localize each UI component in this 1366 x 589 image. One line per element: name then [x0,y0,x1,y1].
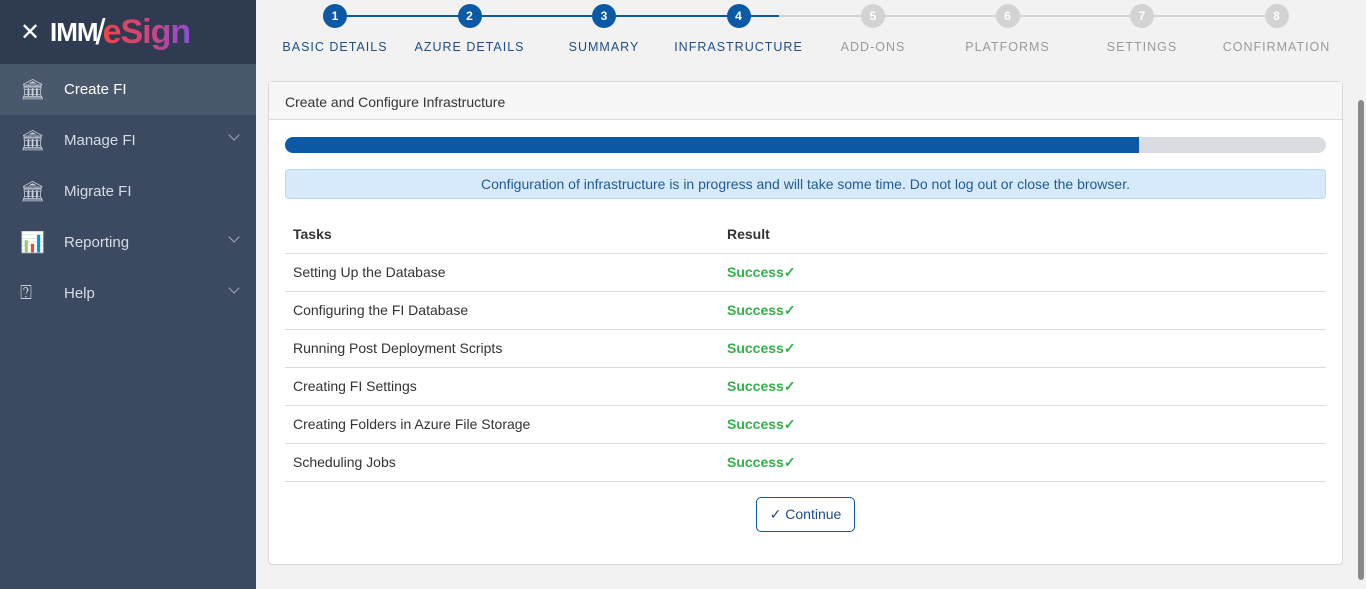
progress-fill [285,137,1139,153]
logo-bar: ✕ IMM / eSign [0,0,256,64]
step-number: 1 [323,4,347,28]
bar-chart-icon: 📊 [20,232,45,254]
step-connector [1142,15,1277,17]
sidebar-item-label: Reporting [64,234,130,251]
step-7[interactable]: 7 SETTINGS [1075,4,1209,54]
check-icon: ✓ [783,377,796,394]
step-connector [1007,15,1142,17]
step-label: SUMMARY [568,40,640,54]
check-icon: ✓ [783,415,796,432]
table-row: Creating Folders in Azure File Storage Su… [285,404,1326,443]
step-label: ADD-ONS [840,40,906,54]
step-number: 3 [592,4,616,28]
info-alert: Configuration of infrastructure is in pr… [285,169,1326,199]
step-number: 7 [1130,4,1154,28]
sidebar: ✕ IMM / eSign 🏛 Create FI 🏛 Manage FI 🏛 Migrate… [0,0,256,589]
chevron-down-icon[interactable] [228,129,240,141]
step-label: BASIC DETAILS [282,40,388,54]
step-connector [469,15,604,17]
step-number: 4 [726,4,751,28]
table-row: Setting Up the Database Success✓ [285,252,1326,291]
task-result: Success✓ [719,290,1326,329]
task-name: Creating Folders in Azure File Storage [285,404,719,443]
table-row: Scheduling Jobs Success✓ [285,442,1326,482]
check-icon: ✓ [783,301,796,318]
check-icon: ✓ [783,339,796,356]
sidebar-item-label: Migrate FI [64,183,132,200]
step-4[interactable]: 4 INFRASTRUCTURE [672,4,806,54]
check-icon: ✓ [783,453,796,470]
table-row: Running Post Deployment Scripts Success✓ [285,328,1326,367]
task-result: Success✓ [719,252,1326,291]
main-content: 1 BASIC DETAILS 2 AZURE DETAILS 3 SUMMARY 4 INF… [256,0,1356,589]
scrollbar-thumb[interactable] [1358,100,1364,580]
column-header-result: Result [727,225,770,242]
column-header-tasks: Tasks [293,225,332,242]
step-number: 2 [457,4,482,28]
progress-bar [285,137,1326,153]
sidebar-item-manage-fi[interactable]: 🏛 Manage FI [0,115,256,166]
step-connector [604,15,739,17]
chevron-down-icon[interactable] [228,282,240,294]
step-number: 8 [1264,4,1289,28]
step-label: INFRASTRUCTURE [674,40,803,54]
sidebar-item-label: Help [64,285,95,302]
sidebar-item-migrate-fi[interactable]: 🏛 Migrate FI [0,166,256,217]
step-3[interactable]: 3 SUMMARY [537,4,671,54]
task-name: Configuring the FI Database [285,290,719,329]
sidebar-item-help[interactable]: ⍰ Help [0,268,256,319]
scrollbar[interactable] [1356,0,1366,589]
table-row: Configuring the FI Database Success✓ [285,290,1326,329]
close-menu-icon[interactable]: ✕ [20,18,41,46]
bank-gear-icon: 🏛 [20,130,46,152]
logo: IMM / eSign [50,11,191,52]
sidebar-item-create-fi[interactable]: 🏛 Create FI [0,64,256,115]
chevron-down-icon[interactable] [228,231,240,243]
continue-button[interactable]: ✓ Continue [756,497,855,532]
step-label: SETTINGS [1106,40,1178,54]
help-bubble-icon: ⍰ [20,282,32,304]
step-number: 6 [995,4,1020,28]
task-name: Setting Up the Database [285,252,719,291]
step-label: PLATFORMS [965,40,1050,54]
tasks-table: Tasks Result Setting Up the Database Succ… [285,215,1326,482]
sidebar-item-reporting[interactable]: 📊 Reporting [0,217,256,268]
table-row: Creating FI Settings Success✓ [285,366,1326,405]
step-1[interactable]: 1 BASIC DETAILS [268,4,402,54]
check-icon: ✓ [783,263,796,280]
task-name: Creating FI Settings [285,366,719,405]
step-connector [873,15,1008,17]
step-5[interactable]: 5 ADD-ONS [806,4,940,54]
task-result: Success✓ [719,328,1326,367]
task-result: Success✓ [719,442,1326,482]
sidebar-item-label: Manage FI [64,132,136,149]
task-result: Success✓ [719,404,1326,443]
step-8[interactable]: 8 CONFIRMATION [1210,4,1344,54]
check-icon: ✓ [769,506,782,522]
bank-arrow-icon: 🏛 [20,181,46,203]
card-title: Create and Configure Infrastructure [269,82,1342,120]
task-name: Scheduling Jobs [285,442,719,482]
step-label: AZURE DETAILS [414,40,525,54]
step-connector [738,15,873,17]
bank-plus-icon: 🏛 [20,79,46,101]
task-name: Running Post Deployment Scripts [285,328,719,367]
step-connector [335,15,470,17]
step-number: 5 [861,4,885,28]
step-2[interactable]: 2 AZURE DETAILS [403,4,537,54]
step-label: CONFIRMATION [1222,40,1331,54]
stepper: 1 BASIC DETAILS 2 AZURE DETAILS 3 SUMMARY 4 INF… [268,4,1343,64]
sidebar-item-label: Create FI [64,81,127,98]
infrastructure-card: Create and Configure Infrastructure Conf… [268,81,1343,565]
task-result: Success✓ [719,366,1326,405]
step-6[interactable]: 6 PLATFORMS [941,4,1075,54]
